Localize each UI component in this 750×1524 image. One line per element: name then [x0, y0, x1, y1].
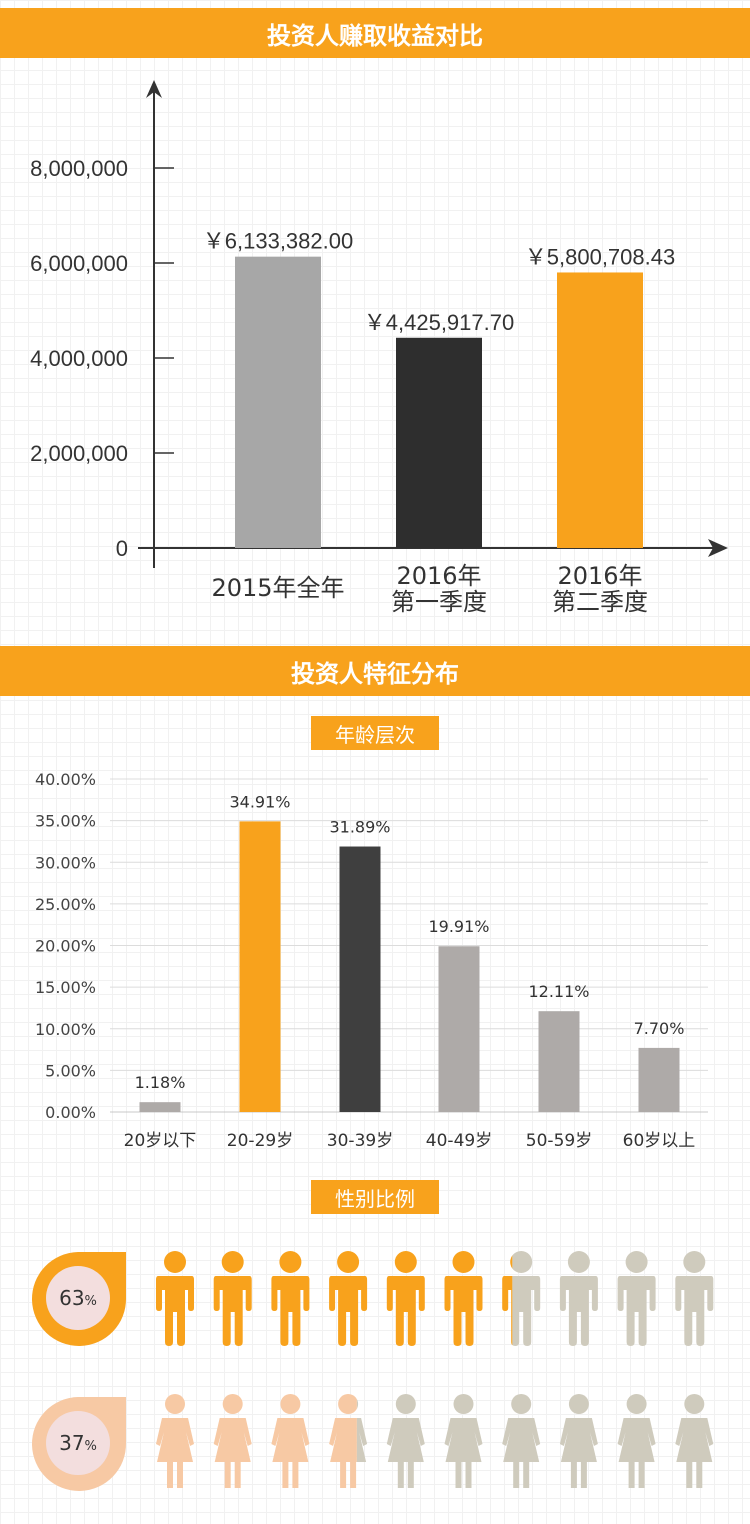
- male-person-icon: [675, 1251, 714, 1346]
- female-person-icon: [213, 1394, 252, 1488]
- income-bar: [396, 337, 482, 548]
- x-axis-arrow: [708, 539, 728, 557]
- income-bar: [557, 272, 643, 548]
- female-person-icon: [559, 1394, 598, 1488]
- female-person-icon: [386, 1394, 425, 1488]
- age-bar-chart: 0.00% 5.00% 10.00% 15.00% 20.00% 25.00% 30.00%…: [35, 770, 708, 1151]
- age-bar-label: 31.89%: [329, 818, 390, 837]
- male-icon-row: [156, 1251, 714, 1346]
- age-bar: [538, 1011, 580, 1112]
- female-icon-row: [156, 1394, 714, 1488]
- age-bar: [339, 846, 381, 1112]
- age-y-tick-label: 30.00%: [35, 853, 96, 872]
- age-y-tick-label: 20.00%: [35, 937, 96, 956]
- age-y-tick-label: 5.00%: [45, 1061, 96, 1080]
- age-y-tick-label: 15.00%: [35, 978, 96, 997]
- age-bar-label: 34.91%: [229, 792, 290, 811]
- income-bar-chart: 0 2,000,000 4,000,000 6,000,000 8,000,000 ￥6,…: [30, 80, 728, 616]
- female-person-icon: [271, 1394, 310, 1488]
- female-person-icon: [156, 1394, 194, 1488]
- age-bar: [139, 1102, 181, 1112]
- female-person-icon: [502, 1394, 541, 1488]
- y-tick-label: 0: [116, 536, 128, 561]
- female-percent-ring: [31, 1397, 127, 1492]
- age-category-label: 20-29岁: [227, 1131, 293, 1151]
- section-title-distribution: 投资人特征分布: [0, 646, 750, 696]
- age-bar-label: 12.11%: [528, 982, 589, 1001]
- income-bar-label: ￥6,133,382.00: [203, 229, 353, 254]
- y-tick-label: 2,000,000: [30, 441, 128, 466]
- age-category-label: 60岁以上: [623, 1131, 696, 1151]
- age-y-tick-label: 25.00%: [35, 895, 96, 914]
- age-category-label: 50-59岁: [526, 1131, 592, 1151]
- age-category-label: 40-49岁: [426, 1131, 492, 1151]
- female-person-icon: [617, 1394, 656, 1488]
- y-axis-arrow: [146, 80, 162, 98]
- income-bar-label: ￥5,800,708.43: [525, 244, 675, 269]
- y-tick-label: 4,000,000: [30, 346, 128, 371]
- age-y-tick-label: 10.00%: [35, 1020, 96, 1039]
- male-person-icon: [213, 1251, 252, 1346]
- age-y-tick-label: 40.00%: [35, 770, 96, 789]
- age-bar: [239, 821, 281, 1112]
- y-tick-label: 6,000,000: [30, 251, 128, 276]
- female-person-icon: [444, 1394, 483, 1488]
- gender-subtitle: 性别比例: [311, 1180, 439, 1214]
- section-title-income: 投资人赚取收益对比: [0, 8, 750, 58]
- age-bar: [638, 1047, 680, 1112]
- income-category-label: 2016年第一季度: [391, 562, 487, 616]
- female-person-icon: [675, 1394, 714, 1488]
- income-bar-label: ￥4,425,917.70: [364, 310, 514, 335]
- income-bar: [235, 256, 321, 548]
- age-y-tick-label: 35.00%: [35, 812, 96, 831]
- age-bar: [438, 946, 480, 1112]
- male-person-icon: [329, 1251, 368, 1346]
- male-percent-label: 63%: [59, 1286, 97, 1310]
- income-category-label: 2015年全年: [211, 574, 344, 602]
- male-person-icon: [271, 1251, 310, 1346]
- age-bar-label: 19.91%: [428, 917, 489, 936]
- male-person-icon: [444, 1251, 483, 1346]
- male-person-icon: [617, 1251, 656, 1346]
- female-percent-label: 37%: [59, 1431, 97, 1455]
- female-person-icon: [329, 1394, 368, 1488]
- age-category-label: 20岁以下: [124, 1131, 197, 1151]
- age-y-tick-label: 0.00%: [45, 1103, 96, 1122]
- male-person-icon: [559, 1251, 598, 1346]
- y-tick-label: 8,000,000: [30, 156, 128, 181]
- male-person-icon: [386, 1251, 425, 1346]
- male-person-icon: [156, 1251, 194, 1346]
- income-category-label: 2016年第二季度: [552, 562, 648, 616]
- age-bar-label: 7.70%: [634, 1019, 685, 1038]
- age-bar-label: 1.18%: [135, 1073, 186, 1092]
- male-person-icon: [502, 1251, 541, 1346]
- age-category-label: 30-39岁: [327, 1131, 393, 1151]
- male-percent-ring: [31, 1252, 127, 1347]
- age-subtitle: 年龄层次: [311, 716, 439, 750]
